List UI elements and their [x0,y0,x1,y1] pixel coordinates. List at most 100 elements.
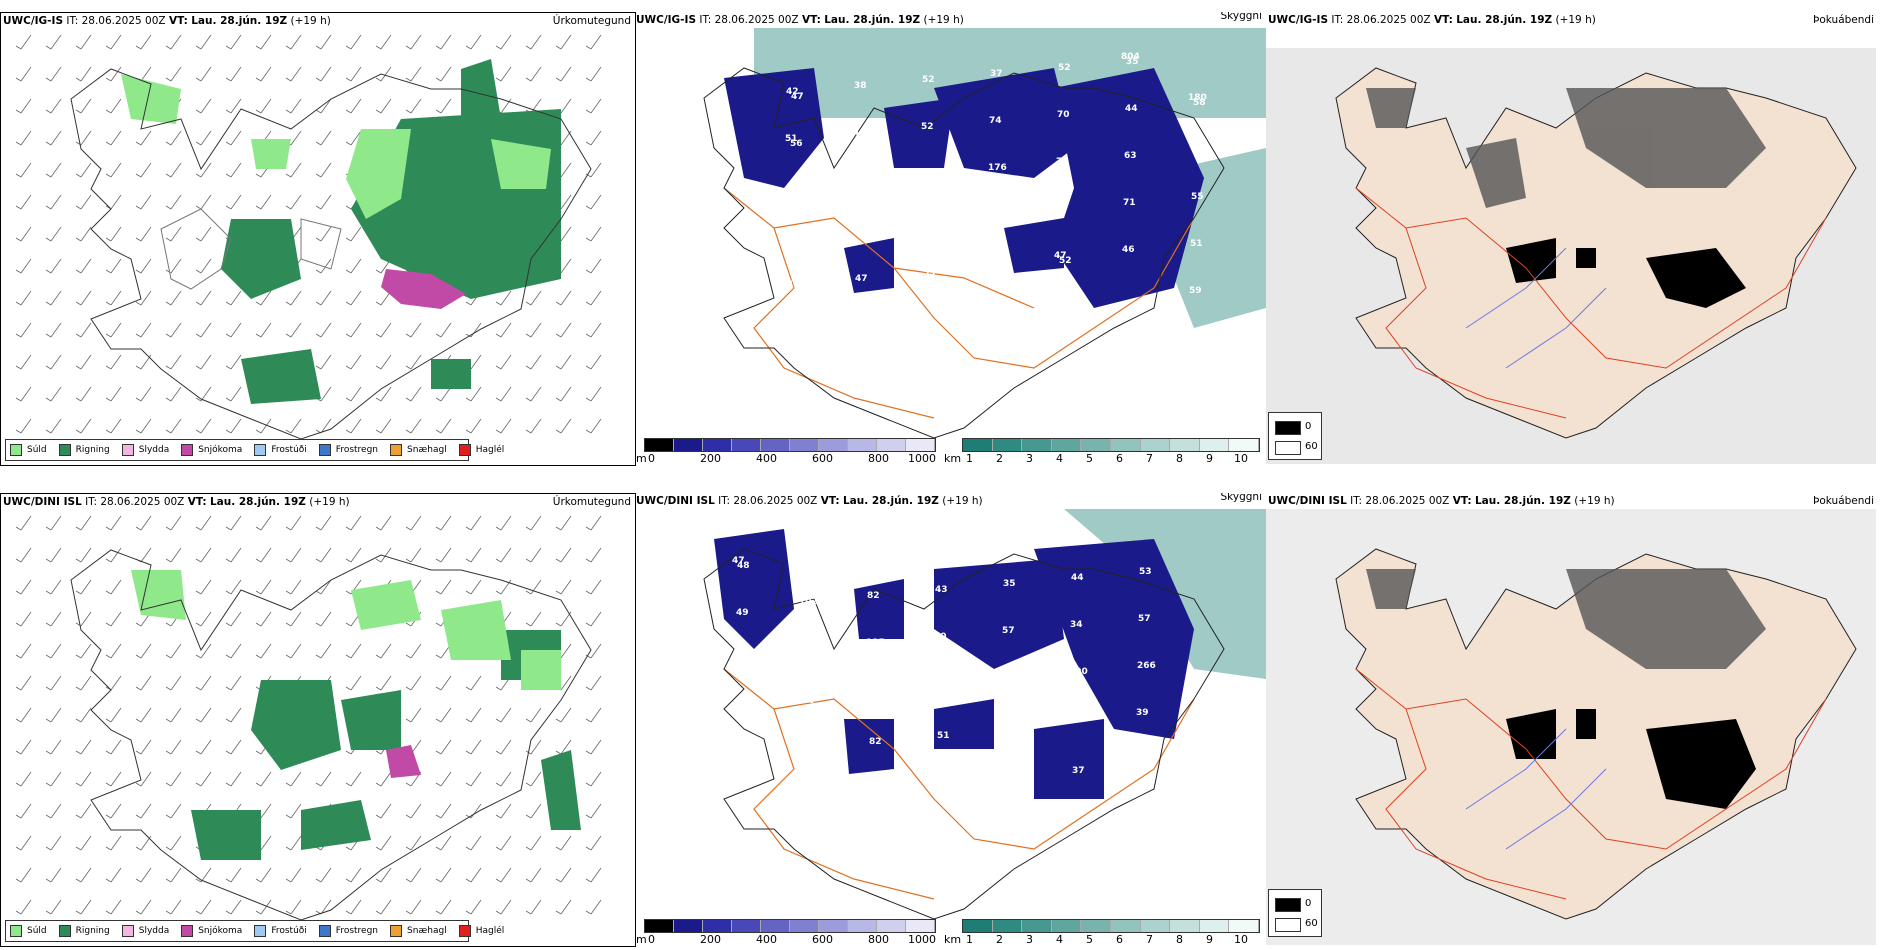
wind-barb [315,547,332,563]
visibility-map: 48 43 31 52 59 37 53 49 55 54 51 47 44 57 61 46 82 40 35 34… [703,509,1266,920]
wind-barb [585,867,602,883]
legend-swatch [10,925,22,937]
wind-barb [225,386,242,402]
wind-barb [465,322,482,338]
wind-barb [105,66,122,82]
legend-swatch [121,444,134,456]
wind-barb [255,867,272,883]
wind-barb [465,739,482,755]
wind-barb [495,386,512,402]
wind-barb [15,579,32,595]
wind-barb [585,258,602,274]
wind-barb [225,867,242,883]
ceiling-label: 35 [1003,579,1016,589]
wind-barb [465,579,482,595]
wind-barb [195,194,212,210]
ceiling-label: 60 [858,133,871,143]
colorbar-segment [1081,920,1111,932]
panel-title: Úrkomutegund [552,15,631,27]
wind-barb [435,547,452,563]
wind-barb [225,290,242,306]
wind-barb [405,643,422,659]
wind-barb [525,547,542,563]
wind-barb [375,354,392,370]
ceiling-label: 43 [804,602,817,612]
wind-barb [225,66,242,82]
wind-barb [495,547,512,563]
wind-barb [435,739,452,755]
wind-barb [345,290,362,306]
wind-barb [75,899,92,915]
wind-barb [165,386,182,402]
wind-barb [495,707,512,723]
wind-barb [195,675,212,691]
wind-barb [435,322,452,338]
wind-barb [555,867,572,883]
wind-barb [255,66,272,82]
wind-barb [345,98,362,114]
wind-barb [525,322,542,338]
wind-barb [435,771,452,787]
wind-barb [15,547,32,563]
wind-barb [105,354,122,370]
wind-barb [255,771,272,787]
legend-swatch [458,444,471,456]
wind-barb [15,98,32,114]
colorbar-segment [1022,439,1052,451]
fog-index-map [1266,509,1876,945]
wind-barb [165,547,182,563]
visibility-colorbar: km 1 2 3 4 5 6 7 8 9 10 [944,919,1264,945]
wind-barb [255,194,272,210]
wind-barb [375,899,392,915]
wind-barb [495,322,512,338]
wind-barb [75,98,92,114]
wind-barb [495,34,512,50]
wind-barb [405,803,422,819]
ceiling-label: 44 [1071,573,1084,583]
wind-barb [135,290,152,306]
ceiling-label: 56 [789,186,802,196]
wind-barb [435,34,452,50]
wind-barb [555,739,572,755]
wind-barb [315,579,332,595]
panel-header: UWC/DINI ISL IT: 28.06.2025 00Z VT: Lau.… [636,493,1262,507]
wind-barb [45,226,62,242]
ceiling-label: 57 [1138,614,1151,624]
fog-legend: 0 60 [1268,889,1322,937]
ceiling-label: 49 [734,702,747,712]
ceiling-label: 51 [937,731,950,741]
wind-barb [45,258,62,274]
wind-barb [405,354,422,370]
wind-barb [465,547,482,563]
precip-drizzle-areas [131,570,561,690]
colorbar-segment [645,439,674,451]
colorbar-segment [703,439,732,451]
wind-barb [315,130,332,146]
ceiling-label: 176 [988,163,1007,173]
wind-barb [345,643,362,659]
wind-barb [45,34,62,50]
wind-barb [375,643,392,659]
wind-barb [465,803,482,819]
wind-barb [285,899,302,915]
wind-barb [555,418,572,434]
wind-barb [555,547,572,563]
wind-barb [405,675,422,691]
wind-barb [135,322,152,338]
wind-barb [435,899,452,915]
wind-barb [75,66,92,82]
wind-barb [585,579,602,595]
wind-barb [525,290,542,306]
legend-swatch [58,444,71,456]
wind-barb [345,867,362,883]
ceiling-labels: 4547604135523558564160465244465643553770… [724,51,1207,296]
ceiling-label: 52 [1058,63,1071,73]
legend-item: Rigning [58,925,110,937]
ceiling-label: 55 [803,649,816,659]
wind-barb [75,322,92,338]
wind-barb [285,515,302,531]
wind-barb [15,803,32,819]
panel-header: UWC/IG-IS IT: 28.06.2025 00Z VT: Lau. 28… [636,12,1262,26]
wind-barb [195,867,212,883]
wind-barb [195,226,212,242]
